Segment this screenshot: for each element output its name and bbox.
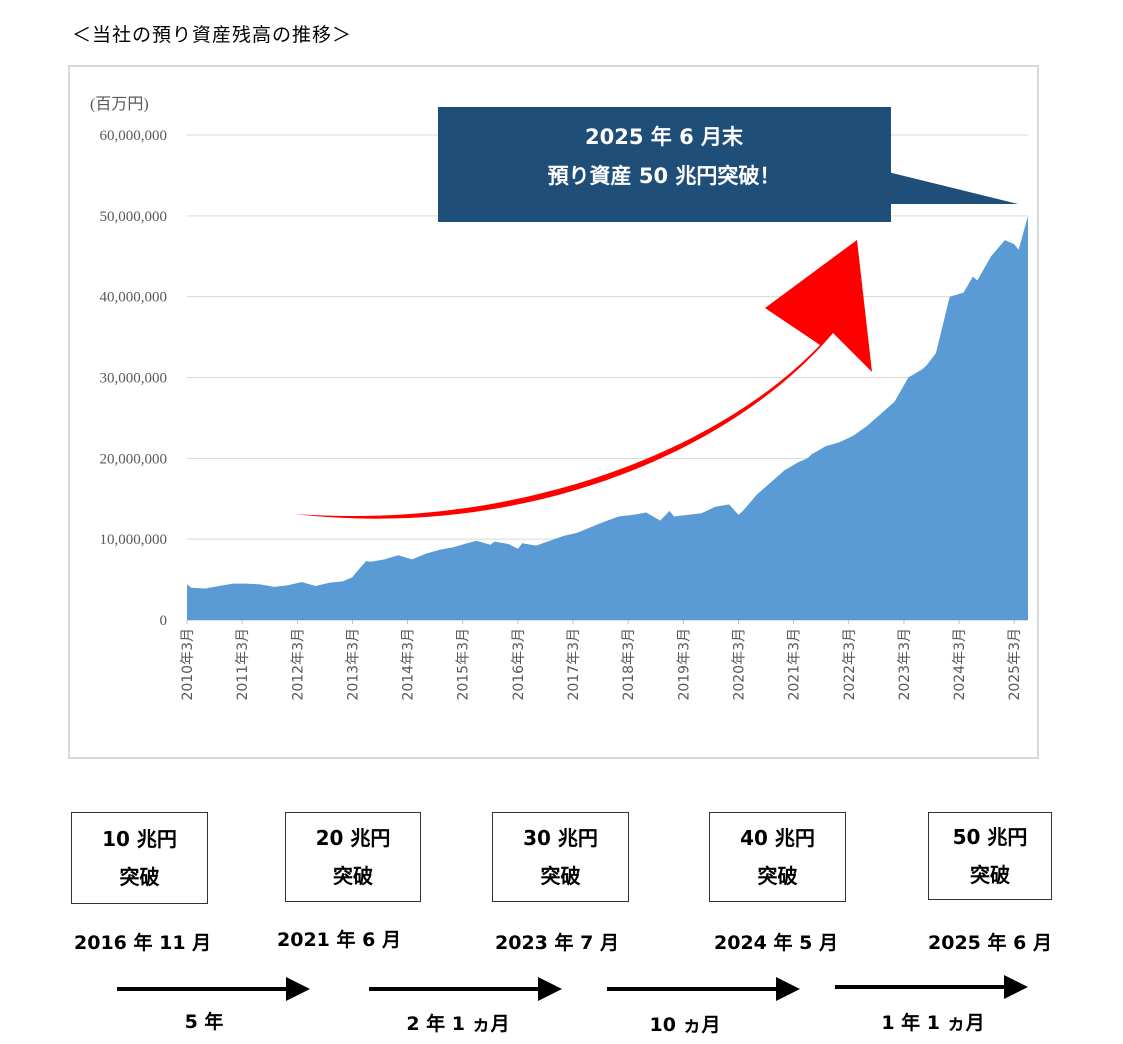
x-tick-label: 2023年3月 bbox=[897, 628, 913, 701]
chart-frame bbox=[68, 65, 1039, 759]
x-tick-label: 2025年3月 bbox=[1007, 628, 1023, 701]
milestone-date: 2024 年 5 月 bbox=[714, 932, 838, 954]
unit-label: (百万円) bbox=[90, 96, 149, 113]
x-tick-label: 2014年3月 bbox=[401, 628, 417, 701]
area-chart: 0 10,000,000 20,000,000 30,000,000 40,000,00… bbox=[90, 96, 1028, 701]
y-tick-label: 20,000,000 bbox=[100, 451, 168, 467]
milestone-box-20: 20 兆円 突破 bbox=[285, 812, 421, 902]
y-tick-label: 50,000,000 bbox=[100, 209, 168, 225]
x-tick-label: 2012年3月 bbox=[290, 628, 306, 701]
x-tick-label: 2017年3月 bbox=[566, 628, 582, 701]
y-tick-label: 60,000,000 bbox=[100, 128, 168, 144]
callout-box bbox=[438, 107, 891, 222]
interval-label: 1 年 1 ヵ月 bbox=[881, 1012, 985, 1034]
y-tick-label: 10,000,000 bbox=[100, 532, 168, 548]
milestone-status: 突破 bbox=[119, 865, 160, 889]
series-area bbox=[187, 215, 1028, 621]
milestone-amount: 50 兆円 bbox=[952, 825, 1028, 849]
y-tick-label: 30,000,000 bbox=[100, 371, 168, 387]
milestone-box-40: 40 兆円 突破 bbox=[709, 812, 846, 902]
interval-label: 2 年 1 ヵ月 bbox=[406, 1013, 510, 1035]
x-tick-label: 2016年3月 bbox=[511, 628, 527, 701]
milestone-status: 突破 bbox=[333, 864, 373, 888]
milestone-status: 突破 bbox=[540, 864, 581, 888]
milestone-status: 突破 bbox=[970, 863, 1010, 887]
x-tick-label: 2011年3月 bbox=[235, 628, 251, 701]
x-tick-label: 2018年3月 bbox=[621, 628, 637, 701]
milestone-date: 2021 年 6 月 bbox=[277, 929, 401, 951]
x-tick-label: 2019年3月 bbox=[676, 628, 692, 701]
interval-label: 5 年 bbox=[184, 1011, 224, 1033]
milestone-date: 2023 年 7 月 bbox=[495, 932, 619, 954]
milestone-status: 突破 bbox=[757, 864, 798, 888]
x-tick-label: 2020年3月 bbox=[731, 628, 747, 701]
milestone-amount: 40 兆円 bbox=[740, 826, 815, 850]
x-tick-label: 2021年3月 bbox=[787, 628, 803, 701]
milestone-date: 2016 年 11 月 bbox=[74, 932, 212, 954]
callout-line-2: 預り資産 50 兆円突破！ bbox=[548, 164, 781, 188]
milestone-amount: 30 兆円 bbox=[523, 826, 598, 850]
milestone-amount: 20 兆円 bbox=[315, 826, 391, 850]
y-tick-label: 0 bbox=[160, 613, 168, 629]
milestone-amount: 10 兆円 bbox=[102, 827, 177, 851]
x-tick-label: 2024年3月 bbox=[952, 628, 968, 701]
x-tick-label: 2013年3月 bbox=[345, 628, 361, 701]
milestone-date: 2025 年 6 月 bbox=[928, 932, 1052, 954]
interval-label: 10 ヵ月 bbox=[649, 1014, 721, 1036]
milestone-box-50: 50 兆円 突破 bbox=[928, 812, 1052, 900]
callout-pointer bbox=[880, 170, 1018, 204]
x-tick-label: 2010年3月 bbox=[180, 628, 196, 701]
x-tick-label: 2022年3月 bbox=[842, 628, 858, 701]
page-title: ＜当社の預り資産残高の推移＞ bbox=[72, 24, 353, 46]
x-tick-label: 2015年3月 bbox=[456, 628, 472, 701]
callout-line-1: 2025 年 6 月末 bbox=[585, 125, 744, 149]
milestone-box-30: 30 兆円 突破 bbox=[492, 812, 629, 902]
y-tick-label: 40,000,000 bbox=[100, 290, 168, 306]
milestone-box-10: 10 兆円 突破 bbox=[71, 812, 208, 904]
